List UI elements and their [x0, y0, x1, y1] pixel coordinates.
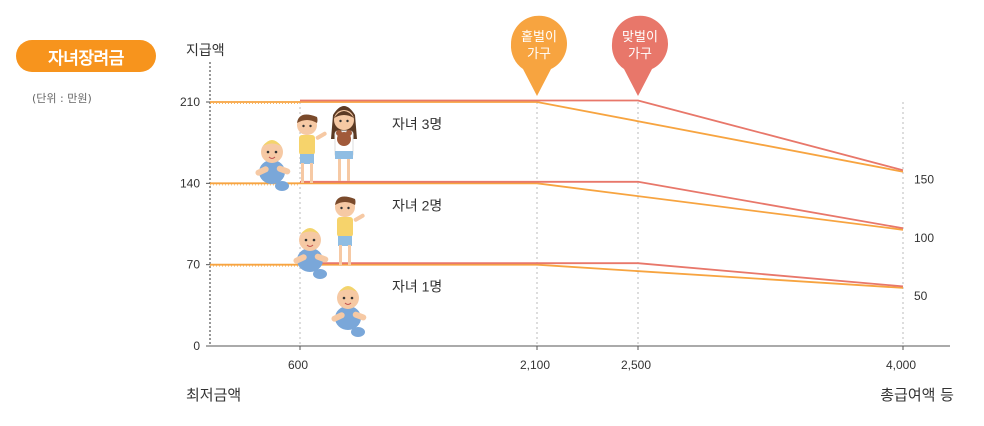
end-value-label: 50 [914, 289, 928, 303]
girl-hair [334, 111, 354, 118]
baby-arm [331, 312, 345, 322]
y-tick-label: 70 [187, 258, 201, 272]
callout-label-bottom: 가구 [527, 46, 551, 61]
baby-eye [312, 238, 316, 242]
boy-eye [340, 206, 343, 210]
series-line-dual [300, 262, 904, 288]
boy-hair [335, 196, 356, 205]
baby-mouth [268, 156, 276, 159]
baby-arm [276, 165, 291, 175]
baby-leg [313, 269, 327, 279]
baby-mouth [306, 244, 314, 247]
baby-hair [339, 286, 357, 292]
series-line-single [210, 182, 904, 231]
baby-arm [255, 166, 269, 176]
boy-shirt [337, 217, 353, 237]
baby-head [261, 141, 283, 163]
children-2-illustration [293, 196, 365, 279]
children-1-illustration [331, 286, 367, 337]
series-line-single [210, 101, 904, 173]
boy-shorts [300, 154, 314, 164]
boy-arm [353, 213, 365, 222]
x-tick-label: 2,100 [520, 358, 550, 372]
boy-figure [335, 196, 365, 265]
x-tick-label: 2,500 [621, 358, 651, 372]
baby-eye [342, 296, 346, 300]
y-tick-label: 210 [180, 95, 200, 109]
boy-shorts [338, 236, 352, 246]
baby-hair [301, 228, 319, 234]
baby-mouth [344, 302, 352, 305]
boy-leg [310, 163, 313, 183]
children-3-illustration [255, 106, 357, 191]
baby-arm [293, 254, 307, 264]
girl-shorts [335, 151, 353, 159]
boy-eye [302, 124, 305, 128]
unit-note: (단위 : 만원) [32, 92, 92, 105]
end-value-label: 150 [914, 173, 934, 187]
baby-leg [275, 181, 289, 191]
boy-eye [347, 206, 350, 210]
baby-figure [255, 140, 291, 191]
baby-leg [351, 327, 365, 337]
teddy-ear [336, 130, 342, 136]
series-line-single [210, 263, 904, 289]
boy-figure [297, 114, 327, 183]
baby-eye [350, 296, 354, 300]
x-tick-label: 4,000 [886, 358, 916, 372]
y-axis-label: 지급액 [186, 43, 225, 59]
girl-eye [339, 119, 342, 123]
girl-figure [331, 106, 357, 181]
boy-leg [301, 163, 304, 183]
baby-figure [293, 228, 329, 279]
group-label: 자녀 3명 [392, 116, 442, 132]
y-tick-label: 140 [180, 176, 200, 190]
baby-eye [274, 150, 278, 154]
callout-shape [611, 15, 668, 96]
boy-hair [297, 114, 318, 123]
girl-leg [338, 159, 341, 181]
section-badge: 자녀장려금 [16, 40, 156, 72]
baby-arm [314, 253, 329, 263]
x-tick-label: 600 [288, 358, 308, 372]
x-axis-label-right: 총급여액 등 [880, 386, 954, 404]
baby-head [337, 287, 359, 309]
callout-label-bottom: 가구 [628, 46, 652, 61]
x-axis-label-left: 최저금액 [186, 386, 242, 404]
group-label: 자녀 2명 [392, 197, 442, 213]
baby-eye [304, 238, 308, 242]
baby-hair [263, 140, 281, 146]
baby-head [299, 229, 321, 251]
end-value-label: 100 [914, 231, 934, 245]
baby-eye [266, 150, 270, 154]
baby-arm [352, 311, 367, 321]
callout-label-top: 맞벌이 [622, 29, 658, 44]
group-label: 자녀 1명 [392, 279, 442, 295]
series-line-dual [300, 99, 904, 172]
girl-eye [346, 119, 349, 123]
callout-shape [510, 15, 567, 96]
boy-shirt [299, 135, 315, 155]
girl-leg [347, 159, 350, 181]
series-line-dual [300, 180, 904, 230]
boy-leg [339, 245, 342, 265]
callout-label-top: 홑벌이 [521, 29, 557, 44]
boy-arm [315, 131, 327, 140]
boy-eye [309, 124, 312, 128]
boy-leg [348, 245, 351, 265]
teddy-ear [346, 130, 352, 136]
y-tick-label: 0 [193, 339, 200, 353]
baby-figure [331, 286, 367, 337]
